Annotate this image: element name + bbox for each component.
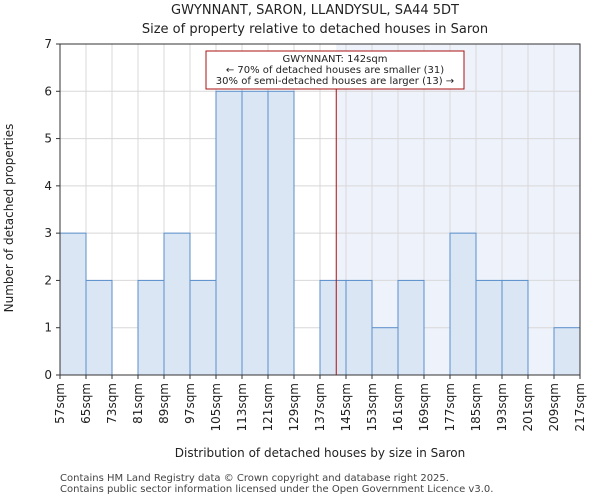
y-tick-label: 3	[44, 226, 52, 240]
bar-89sqm	[163, 232, 191, 376]
axes: 0 1 2 3 4 5 6 7 57sqm 65sqm 73sqm 81sqm 89sqm 97sqm 10…	[44, 37, 587, 431]
y-tick-label: 6	[44, 84, 52, 98]
annotation-line-3: 30% of semi-detached houses are larger (…	[216, 76, 454, 87]
x-tick-label-185sqm: 185sqm	[469, 383, 483, 431]
annotation-frame	[205, 50, 465, 90]
x-tick-label-145sqm: 145sqm	[339, 383, 353, 431]
x-tick-label-209sqm: 209sqm	[547, 383, 561, 431]
bar-65sqm	[85, 279, 113, 376]
bar-97sqm	[189, 279, 217, 376]
x-tick-label-137sqm: 137sqm	[313, 383, 327, 431]
bar-153sqm	[371, 327, 399, 376]
x-tick-label-89sqm: 89sqm	[157, 383, 171, 424]
x-tick-label-129sqm: 129sqm	[287, 383, 301, 431]
x-tick-label-65sqm: 65sqm	[79, 383, 93, 424]
footer-line-1: Contains HM Land Registry data © Crown c…	[60, 473, 449, 484]
chart-subtitle: Size of property relative to detached ho…	[142, 22, 488, 37]
x-tick-label-105sqm: 105sqm	[209, 383, 223, 431]
bar-161sqm	[397, 279, 425, 376]
x-tick-label-113sqm: 113sqm	[235, 383, 249, 431]
x-tick-label-57sqm: 57sqm	[53, 383, 67, 424]
y-tick-label: 4	[44, 179, 52, 193]
bar-145sqm	[345, 279, 373, 376]
bar-209sqm	[553, 327, 581, 376]
chart-title: GWYNNANT, SARON, LLANDYSUL, SA44 5DT	[171, 3, 459, 18]
x-tick-label-217sqm: 217sqm	[573, 383, 587, 431]
x-tick-label-169sqm: 169sqm	[417, 383, 431, 431]
y-axis-label: Number of detached properties	[2, 124, 16, 313]
bar-193sqm	[501, 279, 529, 376]
x-tick-label-153sqm: 153sqm	[365, 383, 379, 431]
annotation-line-1: GWYNNANT: 142sqm	[283, 54, 388, 65]
y-tick-label: 1	[44, 321, 52, 335]
bar-121sqm	[267, 90, 295, 376]
x-axis-label: Distribution of detached houses by size …	[175, 446, 466, 460]
bar-137sqm	[319, 279, 347, 376]
x-tick-label-73sqm: 73sqm	[105, 383, 119, 424]
footer-line-2: Contains public sector information licen…	[60, 484, 493, 495]
x-tick-label-81sqm: 81sqm	[131, 383, 145, 424]
x-tick-label-177sqm: 177sqm	[443, 383, 457, 431]
x-tick-label-201sqm: 201sqm	[521, 383, 535, 431]
annotation-line-2: ← 70% of detached houses are smaller (31…	[226, 65, 444, 76]
annotation-box: GWYNNANT: 142sqm ← 70% of detached house…	[205, 50, 465, 90]
y-tick-label: 5	[44, 132, 52, 146]
x-tick-label-161sqm: 161sqm	[391, 383, 405, 431]
bar-57sqm	[59, 232, 87, 376]
bar-177sqm	[449, 232, 477, 376]
y-tick-label: 7	[44, 37, 52, 51]
bar-105sqm	[215, 90, 243, 376]
bar-81sqm	[137, 279, 165, 376]
x-tick-label-193sqm: 193sqm	[495, 383, 509, 431]
bars	[59, 90, 581, 376]
bar-113sqm	[241, 90, 269, 376]
y-tick-label: 2	[44, 273, 52, 287]
y-tick-label: 0	[44, 368, 52, 382]
x-tick-label-97sqm: 97sqm	[183, 383, 197, 424]
bar-185sqm	[475, 279, 503, 376]
x-tick-label-121sqm: 121sqm	[261, 383, 275, 431]
